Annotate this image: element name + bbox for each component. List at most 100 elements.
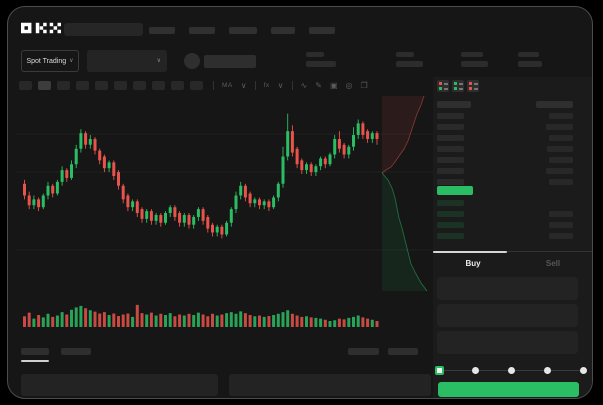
tab-buy[interactable]: Buy — [465, 259, 481, 268]
order-input-field[interactable] — [437, 331, 578, 354]
draw-icon[interactable]: ✎ — [315, 81, 322, 90]
volume-bar — [361, 317, 365, 327]
bid-row[interactable] — [433, 231, 592, 242]
candle-down — [243, 185, 247, 198]
fullscreen-icon[interactable]: ❐ — [360, 81, 368, 90]
volume-bar — [182, 315, 186, 327]
fx-indicator-icon[interactable]: fx — [263, 82, 270, 89]
volume-bar — [88, 310, 92, 327]
nav-item[interactable] — [189, 27, 215, 34]
volume-bar — [276, 313, 280, 327]
candle-down — [93, 138, 97, 151]
interval-button[interactable] — [133, 81, 146, 90]
ma-indicator-icon[interactable]: MA — [222, 82, 233, 89]
bottom-tab[interactable] — [61, 348, 91, 355]
red-block — [469, 82, 472, 85]
volume-bar — [220, 314, 224, 327]
interval-button[interactable] — [19, 81, 32, 90]
nav-item[interactable] — [149, 27, 175, 34]
interval-button[interactable] — [76, 81, 89, 90]
interval-button[interactable] — [95, 81, 108, 90]
stat-value-skeleton — [518, 61, 542, 67]
buy-button[interactable] — [438, 382, 579, 397]
ask-row[interactable] — [433, 144, 592, 155]
chevron-down-icon[interactable]: ∨ — [240, 81, 247, 90]
slider-stop[interactable] — [507, 367, 515, 374]
bottom-tab-active[interactable] — [21, 348, 49, 355]
line-type-icon[interactable]: ∿ — [300, 81, 308, 90]
order-input-field[interactable] — [437, 277, 578, 300]
nav-item[interactable] — [229, 27, 257, 34]
interval-button[interactable] — [114, 81, 127, 90]
interval-button[interactable] — [57, 81, 70, 90]
candle-down — [309, 164, 313, 173]
volume-bar — [206, 316, 210, 327]
slider-stop[interactable] — [471, 367, 479, 374]
volume-bar — [366, 318, 370, 327]
nav-item[interactable] — [271, 27, 295, 34]
price-skeleton — [437, 124, 464, 130]
candle-up — [70, 164, 73, 178]
volume-bar — [248, 315, 252, 327]
pair-selector[interactable]: ∨ — [87, 50, 167, 72]
ask-row[interactable] — [433, 111, 592, 122]
candle-down — [211, 224, 214, 233]
bid-row[interactable] — [433, 209, 592, 220]
interval-button[interactable] — [152, 81, 165, 90]
candle-up — [314, 166, 318, 173]
volume-bar — [211, 313, 214, 327]
active-tab-underline — [21, 360, 49, 362]
bid-row[interactable] — [433, 198, 592, 209]
price-skeleton — [437, 135, 464, 141]
candle-up — [253, 199, 257, 204]
ask-row[interactable] — [433, 133, 592, 144]
slider-handle[interactable] — [434, 366, 444, 375]
camera-icon[interactable]: ▣ — [329, 81, 338, 90]
green-block — [454, 87, 457, 90]
candle-up — [356, 123, 360, 136]
settings-icon[interactable]: ◎ — [345, 81, 353, 90]
book-asks-icon[interactable] — [467, 80, 479, 92]
market-type-selector[interactable]: Spot Trading ∨ — [21, 50, 79, 72]
bottom-action[interactable] — [348, 348, 379, 355]
volume-bar — [46, 313, 50, 327]
interval-button[interactable] — [38, 81, 51, 90]
ask-row[interactable] — [433, 177, 592, 188]
candle-up — [168, 207, 172, 214]
book-bids-icon[interactable] — [452, 80, 464, 92]
candle-up — [107, 162, 111, 169]
ask-row[interactable] — [433, 155, 592, 166]
depth-asks-area — [382, 96, 424, 173]
ask-row[interactable] — [433, 122, 592, 133]
slider-stop[interactable] — [579, 367, 587, 374]
orders-panel-skeleton — [21, 374, 218, 396]
order-input-field[interactable] — [437, 304, 578, 327]
search-input[interactable] — [64, 23, 143, 36]
nav-item[interactable] — [309, 27, 335, 34]
chevron-down-icon[interactable]: ∨ — [277, 81, 284, 90]
bottom-action[interactable] — [388, 348, 418, 355]
red-block — [469, 87, 472, 90]
volume-bar — [229, 312, 233, 327]
candle-down — [173, 207, 177, 217]
bid-row[interactable] — [433, 220, 592, 231]
candle-down — [290, 131, 294, 153]
candle-down — [187, 215, 191, 225]
interval-button[interactable] — [190, 81, 203, 90]
green-block — [439, 87, 442, 90]
candle-down — [159, 215, 163, 223]
candlestick-chart[interactable] — [16, 91, 433, 341]
book-both-icon[interactable] — [437, 80, 449, 92]
ask-row[interactable] — [433, 166, 592, 177]
candle-down — [102, 156, 106, 169]
interval-buttons — [19, 81, 209, 90]
orderbook-trade-panel: Buy Sell — [433, 77, 592, 398]
interval-button[interactable] — [171, 81, 184, 90]
candle-down — [337, 138, 341, 149]
orders-panel-skeleton — [229, 374, 431, 396]
volume-bar — [51, 316, 55, 327]
slider-stop[interactable] — [543, 367, 551, 374]
tab-sell[interactable]: Sell — [545, 259, 561, 268]
volume-bar — [187, 313, 191, 327]
last-price-badge[interactable] — [437, 186, 473, 195]
